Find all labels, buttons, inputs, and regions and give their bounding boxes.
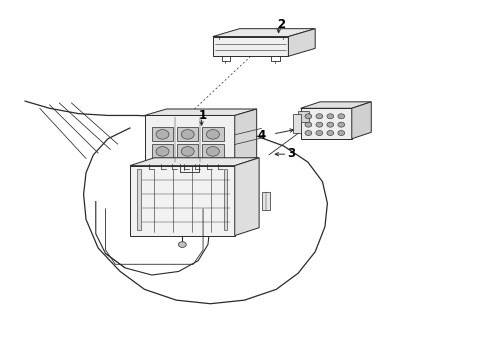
Text: 4: 4 — [257, 129, 265, 142]
Circle shape — [337, 114, 344, 119]
Circle shape — [206, 147, 219, 156]
Circle shape — [326, 114, 333, 119]
Polygon shape — [202, 127, 223, 141]
Circle shape — [326, 131, 333, 135]
Polygon shape — [130, 158, 259, 166]
Polygon shape — [177, 144, 198, 158]
Polygon shape — [234, 109, 256, 164]
Polygon shape — [144, 116, 234, 164]
Circle shape — [156, 130, 169, 139]
Polygon shape — [137, 169, 141, 230]
Text: 2: 2 — [276, 18, 285, 31]
Polygon shape — [234, 158, 259, 235]
Circle shape — [156, 147, 169, 156]
Polygon shape — [300, 102, 370, 108]
Polygon shape — [293, 114, 300, 133]
Polygon shape — [152, 144, 173, 158]
Circle shape — [305, 114, 311, 119]
Circle shape — [305, 122, 311, 127]
Circle shape — [181, 147, 194, 156]
Polygon shape — [300, 108, 351, 139]
Polygon shape — [351, 102, 370, 139]
Circle shape — [315, 131, 322, 135]
Text: 3: 3 — [286, 147, 294, 159]
Circle shape — [178, 242, 186, 247]
Circle shape — [206, 130, 219, 139]
Text: 1: 1 — [199, 109, 207, 122]
Circle shape — [337, 131, 344, 135]
Polygon shape — [212, 29, 315, 37]
Polygon shape — [298, 111, 309, 122]
Circle shape — [305, 131, 311, 135]
Polygon shape — [288, 29, 315, 56]
Circle shape — [337, 122, 344, 127]
Polygon shape — [144, 109, 256, 116]
Circle shape — [181, 130, 194, 139]
Polygon shape — [177, 127, 198, 141]
Polygon shape — [212, 37, 288, 56]
Polygon shape — [152, 127, 173, 141]
Polygon shape — [130, 166, 234, 235]
Circle shape — [315, 122, 322, 127]
Polygon shape — [202, 144, 223, 158]
Circle shape — [326, 122, 333, 127]
Polygon shape — [261, 192, 270, 210]
Polygon shape — [223, 169, 227, 230]
Circle shape — [315, 114, 322, 119]
